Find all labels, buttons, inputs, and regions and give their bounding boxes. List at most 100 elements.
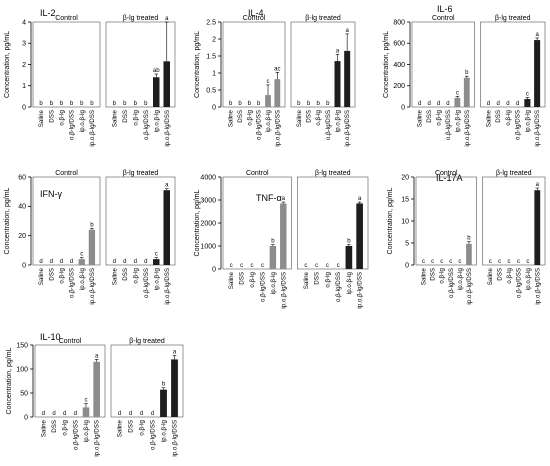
chart-3-xtick-label-0-2: o.β-lg bbox=[436, 109, 443, 125]
chart-3-panel-label-0: Control bbox=[432, 15, 455, 22]
chart-2-letter-1-2: b bbox=[316, 101, 320, 107]
chart-6-letter-1-3: c bbox=[517, 259, 520, 265]
chart-3-xtick-label-1-5: ip.o.β-lg/DSS bbox=[534, 110, 541, 147]
chart-3-ytick-label-4: 800 bbox=[393, 19, 405, 26]
chart-5-letter-1-3: c bbox=[337, 263, 340, 269]
chart-5-xtick-label-0-5: ip.o.β-lg/DSS bbox=[280, 272, 287, 309]
chart-4-letter-1-5: a bbox=[165, 183, 169, 189]
chart-1-xtick-label-1-0: Saline bbox=[111, 109, 118, 127]
chart-1-xtick-label-1-4: ip.o.β-lg bbox=[153, 109, 160, 132]
chart-7-letter-1-4: b bbox=[162, 382, 166, 388]
chart-7-xtick-label-1-0: Saline bbox=[117, 419, 124, 437]
chart-2-bar-1-5 bbox=[344, 50, 351, 107]
chart-5-ytick-label-4: 4000 bbox=[200, 174, 216, 181]
chart-2-xtick-label-1-3: o.β-lg/DSS bbox=[325, 110, 332, 140]
chart-2-letter-1-0: b bbox=[297, 101, 301, 107]
chart-7-letter-1-2: d bbox=[140, 411, 143, 417]
chart-5-bar-0-5 bbox=[280, 203, 287, 269]
chart-2-panel-frame-0 bbox=[222, 21, 286, 108]
chart-6-bar-1-5 bbox=[534, 190, 541, 265]
chart-7-xtick-label-0-1: DSS bbox=[51, 420, 58, 433]
chart-2-ytick-label-4: 2 bbox=[212, 36, 216, 43]
chart-3-xtick-label-0-5: ip.o.β-lg/DSS bbox=[464, 110, 471, 147]
chart-2-xtick-label-1-4: ip.o.β-lg bbox=[335, 109, 342, 132]
chart-3-ytick-label-3: 600 bbox=[393, 41, 405, 48]
chart-2-xtick-label-1-5: ip.o.β-lg/DSS bbox=[344, 110, 351, 147]
chart-3-xtick-label-1-2: o.β-lg bbox=[505, 109, 512, 125]
chart-7-bar-1-5 bbox=[171, 359, 178, 417]
chart-4-xtick-label-0-2: o.β-lg bbox=[58, 267, 65, 283]
chart-1-panel-frame-0 bbox=[32, 21, 101, 108]
chart-1-ytick-label-3: 3 bbox=[22, 41, 26, 48]
chart-7-letter-1-1: d bbox=[129, 411, 132, 417]
chart-2-letter-1-1: b bbox=[307, 101, 311, 107]
chart-2-xtick-label-0-5: ip.o.β-lg/DSS bbox=[274, 110, 281, 147]
chart-5-letter-0-4: b bbox=[271, 239, 275, 245]
chart-2-bar-0-4 bbox=[265, 95, 271, 107]
chart-4-xtick-label-0-4: ip.o.β-lg bbox=[79, 267, 86, 290]
chart-4-panel-label-0: Control bbox=[55, 170, 78, 177]
chart-7-panel-frame-1 bbox=[110, 344, 184, 418]
chart-7-letter-1-3: d bbox=[151, 411, 154, 417]
chart-6-xtick-label-1-1: DSS bbox=[497, 268, 504, 281]
chart-1-bar-1-5 bbox=[163, 61, 171, 107]
chart-4-panel-frame-0 bbox=[32, 176, 101, 266]
chart-1-letter-0-4: b bbox=[80, 101, 84, 107]
chart-5-ytick-label-2: 2000 bbox=[200, 220, 216, 227]
chart-4-letter-0-3: d bbox=[70, 259, 73, 265]
chart-3-xtick-label-0-4: ip.o.β-lg bbox=[454, 109, 461, 132]
chart-2-letter-1-3: b bbox=[326, 101, 330, 107]
chart-1-ytick-label-0: 0 bbox=[22, 104, 26, 111]
chart-4-ytick-label-0: 0 bbox=[22, 262, 26, 269]
chart-3-letter-0-0: d bbox=[418, 101, 421, 107]
chart-5-xtick-label-1-4: ip.o.β-lg bbox=[346, 271, 353, 294]
chart-1-letter-1-2: b bbox=[134, 101, 138, 107]
chart-6-ytick-label-4: 20 bbox=[401, 174, 409, 181]
chart-4-xtick-label-1-3: o.β-lg/DSS bbox=[143, 268, 150, 298]
chart-1-panel-label-0: Control bbox=[55, 15, 78, 22]
chart-6-xtick-label-0-2: o.β-lg bbox=[439, 267, 446, 283]
chart-6-panel-label-0: Control bbox=[435, 170, 458, 177]
chart-1-xtick-label-0-1: DSS bbox=[48, 110, 55, 123]
chart-4-letter-0-5: b bbox=[90, 222, 94, 228]
chart-1-panel-frame-1 bbox=[105, 21, 176, 108]
chart-4-letter-0-2: d bbox=[60, 259, 63, 265]
chart-5-letter-0-1: c bbox=[240, 263, 243, 269]
chart-2-ytick-label-3: 1.5 bbox=[206, 53, 216, 60]
chart-2-xtick-label-0-1: DSS bbox=[237, 110, 244, 123]
chart-5-xtick-label-0-4: ip.o.β-lg bbox=[270, 271, 277, 294]
chart-5-letter-0-0: c bbox=[230, 263, 233, 269]
chart-2-bar-1-4 bbox=[334, 61, 341, 107]
chart-1-ytick-label-1: 1 bbox=[22, 83, 26, 90]
chart-2-xtick-label-0-3: o.β-lg/DSS bbox=[256, 110, 263, 140]
chart-4-panel-label-1: β-lg treated bbox=[123, 170, 159, 177]
chart-7-letter-0-1: d bbox=[52, 411, 55, 417]
chart-4-letter-1-0: d bbox=[113, 259, 116, 265]
chart-5-xtick-label-0-2: o.β-lg bbox=[249, 271, 256, 287]
chart-6-letter-0-1: c bbox=[431, 259, 434, 265]
chart-4-bar-0-5 bbox=[88, 229, 96, 265]
chart-7-xtick-label-1-5: ip.o.β-lg/DSS bbox=[172, 420, 179, 457]
chart-6-panel-frame-0 bbox=[415, 176, 477, 266]
chart-5-title: TNF-α bbox=[256, 193, 282, 203]
chart-4-bar-1-4 bbox=[152, 259, 160, 265]
chart-7-xtick-label-1-2: o.β-lg bbox=[139, 419, 146, 435]
chart-1-letter-1-0: b bbox=[113, 101, 117, 107]
chart-5-bar-1-5 bbox=[356, 203, 363, 269]
chart-6-ytick-label-2: 10 bbox=[401, 218, 409, 225]
chart-3-panel-frame-0 bbox=[411, 21, 475, 108]
chart-3-title: IL-6 bbox=[437, 4, 453, 14]
chart-3-panel-label-1: β-lg treated bbox=[495, 15, 531, 22]
chart-3-xtick-label-1-1: DSS bbox=[495, 110, 502, 123]
chart-6-letter-0-2: c bbox=[440, 259, 443, 265]
chart-7-ytick-label-3: 150 bbox=[16, 342, 28, 349]
chart-1-ytick-label-4: 4 bbox=[22, 19, 26, 26]
chart-1-xtick-label-0-0: Saline bbox=[38, 109, 45, 127]
chart-2-letter-1-5: a bbox=[345, 28, 349, 34]
chart-1-xtick-label-0-2: o.β-lg bbox=[58, 109, 65, 125]
chart-6-letter-1-2: c bbox=[508, 259, 511, 265]
chart-2-ylabel: Concentration, pg/mL bbox=[194, 31, 201, 98]
chart-7-letter-0-2: d bbox=[63, 411, 66, 417]
chart-3-letter-0-3: d bbox=[446, 101, 449, 107]
chart-6-letter-1-0: c bbox=[489, 259, 492, 265]
